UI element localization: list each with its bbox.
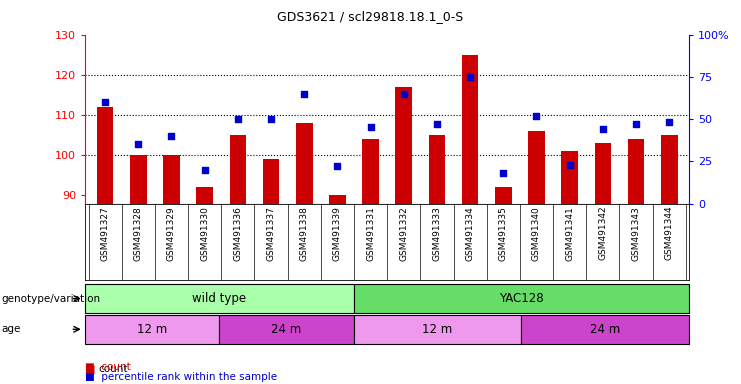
Bar [85,284,353,313]
Text: 24 m: 24 m [590,323,620,336]
Text: GSM491335: GSM491335 [499,206,508,261]
Bar [196,187,213,204]
Bar [661,135,677,204]
Text: GSM491339: GSM491339 [333,206,342,261]
Point [165,133,177,139]
Text: 24 m: 24 m [271,323,302,336]
Bar [353,284,689,313]
Bar [130,155,147,204]
Bar [362,139,379,204]
Point [133,141,144,147]
Point [265,116,277,122]
Point [199,167,210,173]
Bar [85,315,219,344]
Bar [97,107,113,204]
Bar [528,131,545,204]
Text: GSM491331: GSM491331 [366,206,375,261]
Text: genotype/variation: genotype/variation [1,293,101,304]
Bar [562,151,578,204]
Point [630,121,642,127]
Text: 12 m: 12 m [422,323,453,336]
Text: ■: ■ [85,364,96,374]
Text: GDS3621 / scl29818.18.1_0-S: GDS3621 / scl29818.18.1_0-S [277,10,464,23]
Text: GSM491337: GSM491337 [267,206,276,261]
Point [431,121,443,127]
Bar [329,195,346,204]
Point [464,74,476,80]
Point [99,99,111,105]
Text: GSM491332: GSM491332 [399,206,408,261]
Text: GSM491330: GSM491330 [200,206,209,261]
Bar [230,135,246,204]
Bar [163,155,180,204]
Text: GSM491343: GSM491343 [631,206,640,261]
Point [232,116,244,122]
Bar [428,135,445,204]
Bar [495,187,511,204]
Text: ■  percentile rank within the sample: ■ percentile rank within the sample [85,372,277,382]
Bar [296,123,313,204]
Text: GSM491342: GSM491342 [598,206,608,260]
Text: GSM491329: GSM491329 [167,206,176,261]
Text: 12 m: 12 m [137,323,167,336]
Point [597,126,609,132]
Text: GSM491334: GSM491334 [465,206,475,261]
Text: GSM491341: GSM491341 [565,206,574,261]
Text: ■  count: ■ count [85,362,131,372]
Text: YAC128: YAC128 [499,292,544,305]
Point [663,119,675,126]
Bar [522,315,689,344]
Point [531,113,542,119]
Bar [594,143,611,204]
Bar [396,87,412,204]
Bar [628,139,645,204]
Point [299,91,310,97]
Text: GSM491333: GSM491333 [433,206,442,261]
Point [331,163,343,169]
Text: GSM491336: GSM491336 [233,206,242,261]
Text: GSM491340: GSM491340 [532,206,541,261]
Bar [219,315,353,344]
Text: GSM491344: GSM491344 [665,206,674,260]
Text: GSM491328: GSM491328 [134,206,143,261]
Point [497,170,509,176]
Text: GSM491338: GSM491338 [299,206,309,261]
Bar [353,315,522,344]
Point [365,124,376,131]
Bar [263,159,279,204]
Point [564,162,576,168]
Text: count: count [99,364,128,374]
Text: GSM491327: GSM491327 [101,206,110,261]
Point [398,91,410,97]
Bar [462,55,479,204]
Text: wild type: wild type [193,292,247,305]
Text: age: age [1,324,21,334]
